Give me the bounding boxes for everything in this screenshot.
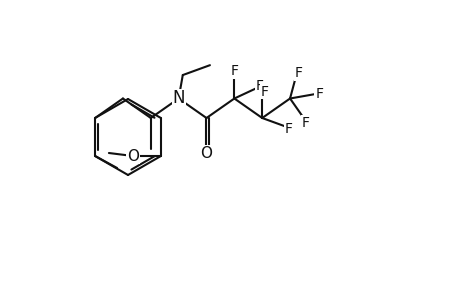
Text: F: F xyxy=(284,122,291,136)
Text: N: N xyxy=(172,89,185,107)
Text: F: F xyxy=(260,85,268,98)
Text: F: F xyxy=(255,79,263,93)
Text: O: O xyxy=(127,148,139,164)
Text: F: F xyxy=(314,87,323,101)
Text: O: O xyxy=(200,146,212,161)
Text: F: F xyxy=(294,66,302,80)
Text: F: F xyxy=(230,64,238,78)
Text: F: F xyxy=(302,116,309,130)
